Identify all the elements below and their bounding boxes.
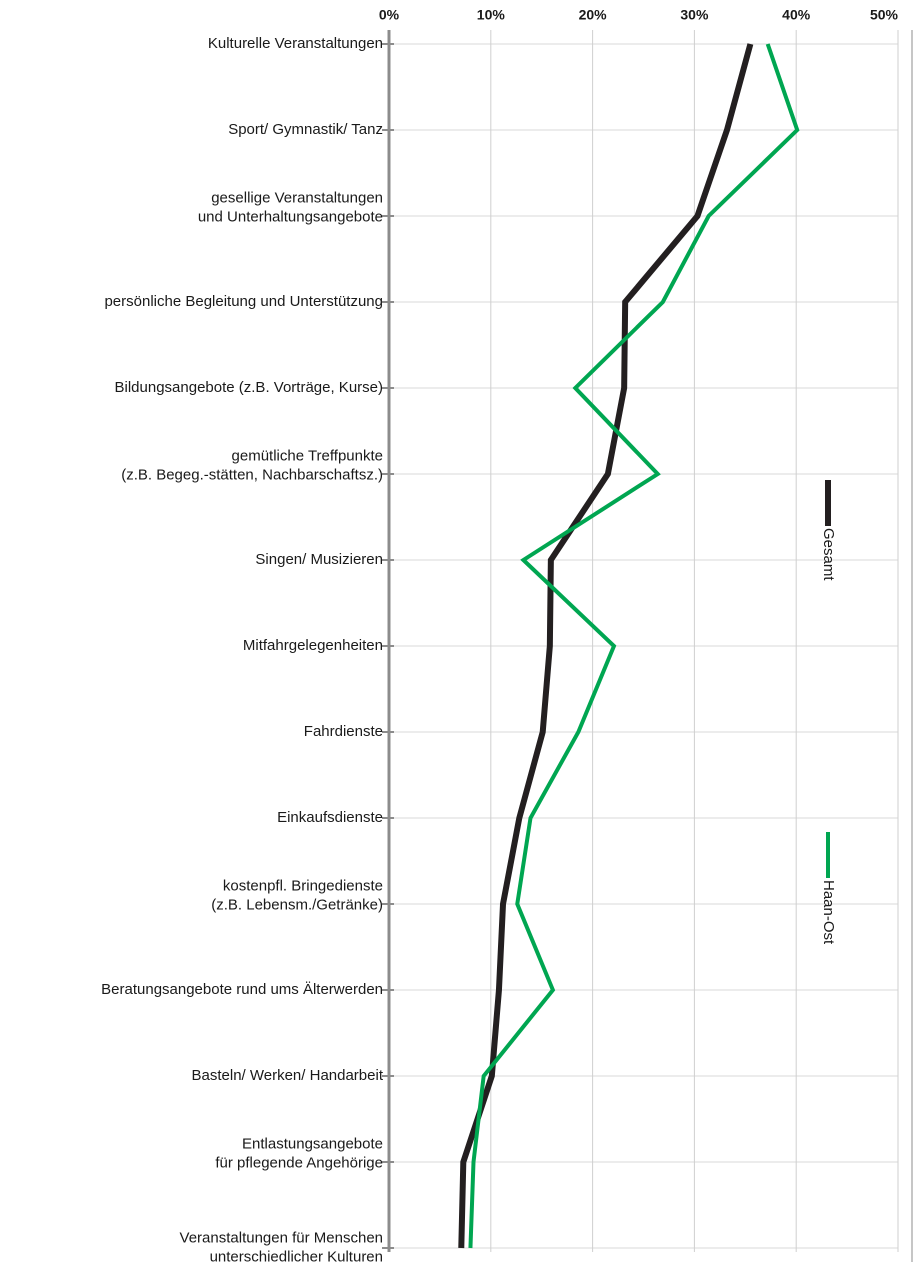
x-tick-label: 10%: [477, 7, 506, 23]
y-tick-label: Einkaufsdienste: [277, 809, 383, 826]
y-tick-label: gesellige Veranstaltungen und Unterhaltun…: [198, 189, 383, 225]
x-tick-label: 30%: [680, 7, 709, 23]
y-tick-label: Beratungsangebote rund ums Älterwerden: [101, 981, 383, 998]
y-tick-label: Sport/ Gymnastik/ Tanz: [228, 121, 383, 138]
y-tick-label: Entlastungsangebote für pflegende Angehör…: [215, 1135, 383, 1171]
y-tick-label: Singen/ Musizieren: [255, 551, 383, 568]
x-tick-label: 40%: [782, 7, 811, 23]
y-tick-label: Fahrdienste: [304, 723, 383, 740]
y-tick-label: kostenpfl. Bringedienste (z.B. Lebensm./G…: [211, 877, 383, 913]
x-tick-label: 0%: [379, 7, 400, 23]
line-series: [468, 43, 800, 1249]
y-tick-label: Kulturelle Veranstaltungen: [208, 35, 383, 52]
legend-label: Haan-Ost: [820, 880, 837, 945]
y-tick-label: Basteln/ Werken/ Handarbeit: [192, 1067, 384, 1084]
x-tick-label: 50%: [870, 7, 899, 23]
y-tick-label: gemütliche Treffpunkte (z.B. Begeg.-stätt…: [121, 447, 383, 483]
y-tick-label: Bildungsangebote (z.B. Vorträge, Kurse): [115, 379, 384, 396]
line-series: [458, 43, 754, 1249]
y-tick-label: Veranstaltungen für Menschen unterschiedl…: [180, 1229, 383, 1265]
legend-label: Gesamt: [820, 528, 837, 581]
y-tick-label: Mitfahrgelegenheiten: [243, 637, 383, 654]
y-tick-label: persönliche Begleitung und Unterstützung: [104, 293, 383, 310]
x-tick-label: 20%: [579, 7, 608, 23]
